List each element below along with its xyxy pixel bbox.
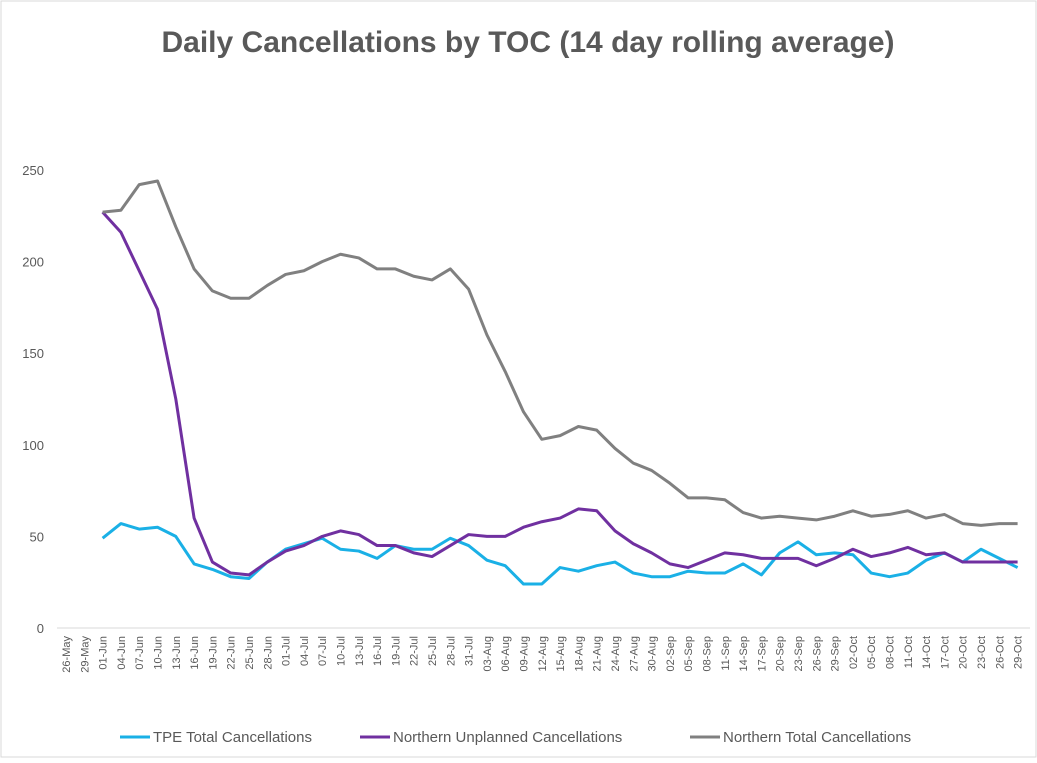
x-tick-label: 27-Aug bbox=[628, 636, 640, 671]
x-tick-label: 29-Oct bbox=[1013, 636, 1025, 669]
x-tick-label: 14-Sep bbox=[738, 636, 750, 671]
line bbox=[101, 211, 1018, 577]
legend-label: Northern Unplanned Cancellations bbox=[393, 729, 622, 746]
x-tick-label: 14-Oct bbox=[921, 636, 933, 669]
x-tick-label: 20-Oct bbox=[958, 636, 970, 669]
x-tick-label: 18-Aug bbox=[573, 636, 585, 671]
x-tick-label: 29-May bbox=[79, 636, 91, 673]
y-tick-label: 100 bbox=[22, 438, 44, 453]
line bbox=[101, 522, 1019, 586]
chart-title: Daily Cancellations by TOC (14 day rolli… bbox=[161, 26, 894, 59]
x-tick-label: 19-Jul bbox=[390, 636, 402, 666]
x-tick-label: 25-Jul bbox=[427, 636, 439, 666]
x-tick-label: 22-Jun bbox=[226, 636, 238, 670]
x-tick-label: 10-Jul bbox=[336, 636, 348, 666]
x-tick-label: 03-Aug bbox=[482, 636, 494, 671]
x-tick-label: 05-Oct bbox=[866, 636, 878, 669]
x-tick-label: 02-Sep bbox=[665, 636, 677, 671]
x-tick-label: 09-Aug bbox=[519, 636, 531, 671]
x-tick-label: 08-Oct bbox=[885, 636, 897, 669]
x-tick-label: 02-Oct bbox=[848, 636, 860, 669]
y-tick-label: 250 bbox=[22, 163, 44, 178]
legend-label: Northern Total Cancellations bbox=[723, 729, 911, 746]
x-tick-label: 15-Aug bbox=[555, 636, 567, 671]
x-tick-label: 16-Jun bbox=[189, 636, 201, 670]
x-tick-label: 12-Aug bbox=[537, 636, 549, 671]
x-tick-label: 04-Jun bbox=[116, 636, 128, 670]
x-tick-label: 07-Jul bbox=[317, 636, 329, 666]
x-tick-label: 13-Jul bbox=[354, 636, 366, 666]
x-tick-label: 06-Aug bbox=[500, 636, 512, 671]
y-tick-label: 50 bbox=[30, 529, 44, 544]
x-tick-label: 20-Sep bbox=[775, 636, 787, 671]
x-tick-label: 19-Jun bbox=[207, 636, 219, 670]
x-tick-label: 26-Sep bbox=[811, 636, 823, 671]
y-tick-label: 0 bbox=[37, 621, 44, 636]
x-tick-label: 10-Jun bbox=[153, 636, 165, 670]
x-tick-label: 08-Sep bbox=[702, 636, 714, 671]
x-tick-label: 13-Jun bbox=[171, 636, 183, 670]
line bbox=[102, 179, 1018, 527]
x-tick-label: 26-May bbox=[61, 636, 73, 673]
x-tick-label: 26-Oct bbox=[994, 636, 1006, 669]
y-tick-label: 150 bbox=[22, 346, 44, 361]
x-tick-label: 22-Jul bbox=[409, 636, 421, 666]
x-tick-label: 23-Sep bbox=[793, 636, 805, 671]
x-tick-label: 29-Sep bbox=[830, 636, 842, 671]
x-tick-label: 23-Oct bbox=[976, 636, 988, 669]
x-tick-label: 24-Aug bbox=[610, 636, 622, 671]
x-tick-label: 28-Jun bbox=[262, 636, 274, 670]
y-tick-label: 200 bbox=[22, 255, 44, 270]
x-tick-label: 16-Jul bbox=[372, 636, 384, 666]
x-tick-label: 11-Oct bbox=[903, 636, 915, 668]
x-tick-label: 17-Oct bbox=[939, 636, 951, 669]
x-tick-label: 11-Sep bbox=[720, 636, 732, 671]
x-tick-label: 25-Jun bbox=[244, 636, 256, 670]
x-tick-label: 01-Jun bbox=[98, 636, 110, 670]
x-tick-label: 07-Jun bbox=[134, 636, 146, 670]
x-tick-label: 21-Aug bbox=[592, 636, 604, 671]
x-tick-label: 31-Jul bbox=[464, 636, 476, 666]
x-tick-label: 04-Jul bbox=[299, 636, 311, 666]
x-tick-label: 01-Jul bbox=[281, 636, 293, 666]
x-tick-label: 05-Sep bbox=[683, 636, 695, 671]
legend-label: TPE Total Cancellations bbox=[153, 729, 312, 746]
x-tick-label: 30-Aug bbox=[647, 636, 659, 671]
x-tick-label: 17-Sep bbox=[756, 636, 768, 671]
x-tick-label: 28-Jul bbox=[445, 636, 457, 666]
